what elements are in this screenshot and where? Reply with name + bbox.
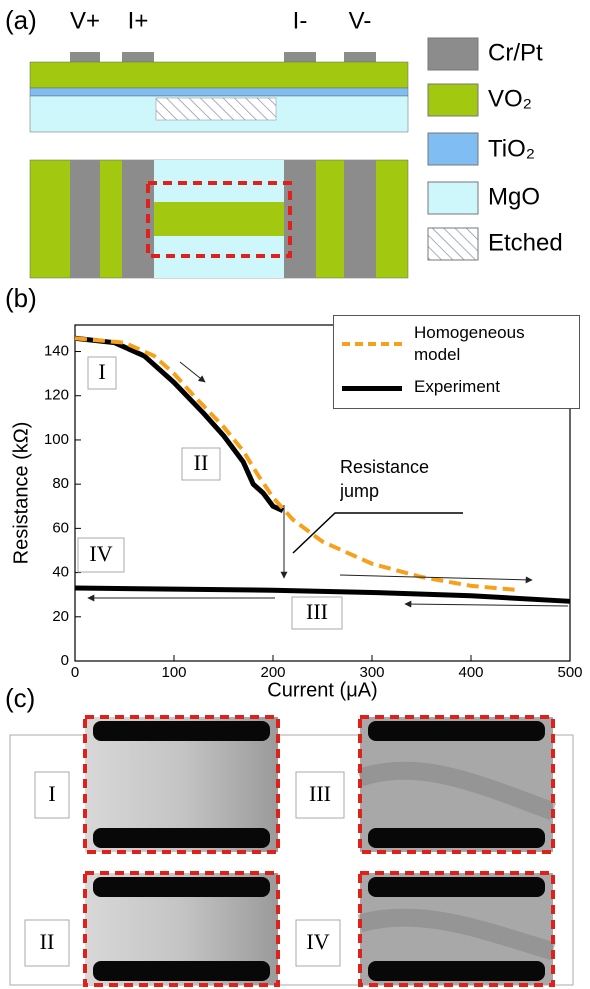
plot-frame xyxy=(74,324,571,662)
cross-section xyxy=(29,52,409,133)
electrode xyxy=(93,877,270,897)
contact-label: V- xyxy=(349,7,372,34)
electrode xyxy=(93,828,270,848)
y-tick-label: 40 xyxy=(52,564,69,581)
image-label: I xyxy=(48,781,55,806)
contact-label: I+ xyxy=(128,7,149,34)
legend-label: Cr/Pt xyxy=(488,39,543,66)
legend-label: VO₂ xyxy=(488,85,532,112)
electrode xyxy=(368,721,545,741)
region-outline xyxy=(83,871,280,987)
region-outline xyxy=(358,715,555,854)
y-tick-label: 0 xyxy=(61,652,69,669)
panel-label: (b) xyxy=(5,283,37,313)
contact-label: V+ xyxy=(70,7,100,34)
legend-label: MgO xyxy=(488,183,540,210)
label-box xyxy=(295,771,345,819)
y-tick-label: 140 xyxy=(44,342,69,359)
image-label: II xyxy=(40,929,55,954)
annotation: II xyxy=(194,450,209,475)
annotation: III xyxy=(306,599,328,624)
annotation-box xyxy=(87,356,117,390)
legend-label: TiO₂ xyxy=(488,135,535,162)
y-tick-label: 120 xyxy=(44,387,69,404)
annotation-box xyxy=(77,537,125,573)
micrograph-band xyxy=(357,908,556,961)
arrow xyxy=(404,600,569,608)
region-outline xyxy=(83,715,280,854)
annotation-box xyxy=(291,596,343,630)
x-axis-label: Current (μA) xyxy=(267,679,377,701)
material-legend xyxy=(427,37,479,261)
annotation-wrap: Resistance jump xyxy=(340,457,430,501)
panel-label: (a) xyxy=(5,5,37,35)
image-label: IV xyxy=(306,929,329,954)
electrode xyxy=(368,961,545,981)
y-tick-label: 100 xyxy=(44,431,69,448)
electrode xyxy=(368,877,545,897)
x-tick-label: 400 xyxy=(458,664,483,681)
x-tick-label: 200 xyxy=(260,664,285,681)
legend-label: Homogeneous model xyxy=(414,323,525,364)
region-outline xyxy=(358,871,555,987)
data-line xyxy=(74,336,521,593)
legend-swatch xyxy=(342,342,402,346)
annotation: IV xyxy=(89,541,112,566)
label-box xyxy=(34,771,70,819)
annotation-box xyxy=(181,447,221,481)
data-line xyxy=(74,335,571,604)
chart-legend: Homogeneous model Experiment xyxy=(333,315,580,409)
annotation: I xyxy=(98,359,105,384)
label-box xyxy=(295,919,341,967)
legend-label: Experiment xyxy=(414,377,500,396)
panel-label: (c) xyxy=(5,683,35,713)
contact-label: I- xyxy=(293,7,308,34)
y-tick-label: 80 xyxy=(52,475,69,492)
legend-label: Etched xyxy=(488,229,563,256)
x-tick-label: 0 xyxy=(71,664,79,681)
annotation: Resistance jump xyxy=(340,457,430,501)
y-axis-label: Resistance (kΩ) xyxy=(10,422,32,565)
arrow xyxy=(179,361,206,383)
x-tick-label: 300 xyxy=(359,664,384,681)
chart: 0 20 40 60 80 100 120 140 0 100 200 300 400 500 Curren… xyxy=(10,324,583,701)
annotation-pointer xyxy=(292,512,463,554)
x-tick-label: 500 xyxy=(557,664,582,681)
electrode xyxy=(93,721,270,741)
label-box xyxy=(24,919,70,967)
x-tick-label: 100 xyxy=(161,664,186,681)
electrode xyxy=(368,828,545,848)
micrograph-band xyxy=(357,761,557,820)
top-view xyxy=(29,159,409,279)
y-tick-label: 60 xyxy=(52,519,69,536)
arrow xyxy=(339,574,533,584)
y-tick-label: 20 xyxy=(52,608,69,625)
legend-swatch xyxy=(342,386,402,391)
image-label: III xyxy=(309,781,331,806)
electrode xyxy=(93,961,270,981)
